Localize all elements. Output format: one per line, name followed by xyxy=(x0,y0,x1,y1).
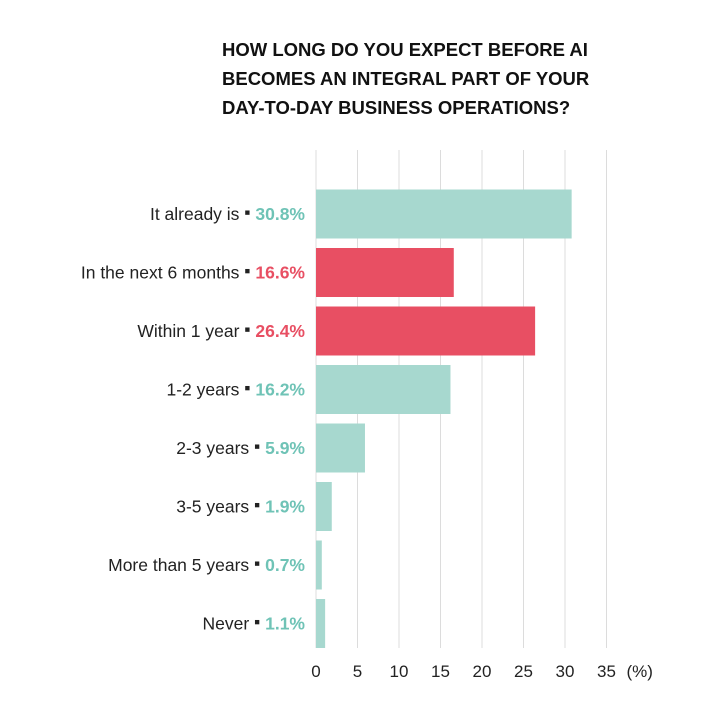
x-tick-label-0: 0 xyxy=(311,662,320,681)
separator-dot: ▪ xyxy=(249,436,265,456)
bar-5 xyxy=(316,482,332,531)
title-line-1: HOW LONG DO YOU EXPECT BEFORE AI xyxy=(222,39,588,60)
category-name: It already is xyxy=(150,204,240,224)
x-tick-label-20: 20 xyxy=(473,662,492,681)
bar-2 xyxy=(316,306,536,356)
category-label-5: 3-5 years ▪ 1.9% xyxy=(176,495,305,517)
x-tick-label-5: 5 xyxy=(353,662,362,681)
bar-4 xyxy=(316,423,365,473)
bar-7 xyxy=(316,599,326,648)
x-axis-unit: (%) xyxy=(627,662,653,681)
category-name: Within 1 year xyxy=(137,321,239,341)
category-label-4: 2-3 years ▪ 5.9% xyxy=(176,436,305,458)
category-label-2: Within 1 year ▪ 26.4% xyxy=(137,319,305,341)
x-tick-label-25: 25 xyxy=(514,662,533,681)
separator-dot: ▪ xyxy=(239,202,255,222)
category-label-3: 1-2 years ▪ 16.2% xyxy=(166,378,305,400)
title-line-3: DAY-TO-DAY BUSINESS OPERATIONS? xyxy=(222,97,570,118)
chart-title: HOW LONG DO YOU EXPECT BEFORE AI BECOMES… xyxy=(222,39,589,118)
title-line-2: BECOMES AN INTEGRAL PART OF YOUR xyxy=(222,68,589,89)
bar-6 xyxy=(316,540,322,590)
separator-dot: ▪ xyxy=(239,261,255,281)
category-name: Never xyxy=(202,614,249,634)
category-name: More than 5 years xyxy=(108,555,249,575)
value-label: 16.6% xyxy=(255,263,305,283)
x-tick-label-10: 10 xyxy=(390,662,409,681)
category-name: 3-5 years xyxy=(176,497,249,517)
separator-dot: ▪ xyxy=(249,495,265,515)
separator-dot: ▪ xyxy=(239,319,255,339)
category-label-1: In the next 6 months ▪ 16.6% xyxy=(81,261,306,283)
value-label: 16.2% xyxy=(255,380,305,400)
value-label: 26.4% xyxy=(255,321,305,341)
value-label: 0.7% xyxy=(265,555,305,575)
category-name: 2-3 years xyxy=(176,438,249,458)
separator-dot: ▪ xyxy=(249,612,265,632)
value-label: 1.9% xyxy=(265,497,305,517)
category-label-0: It already is ▪ 30.8% xyxy=(150,202,305,224)
category-label-7: Never ▪ 1.1% xyxy=(202,612,305,634)
separator-dot: ▪ xyxy=(239,378,255,398)
value-label: 1.1% xyxy=(265,614,305,634)
separator-dot: ▪ xyxy=(249,553,265,573)
x-tick-label-30: 30 xyxy=(556,662,575,681)
bar-0 xyxy=(316,189,572,239)
category-name: 1-2 years xyxy=(166,380,239,400)
category-labels: It already is ▪ 30.8% In the next 6 month… xyxy=(81,202,306,634)
x-tick-label-35: 35 xyxy=(597,662,616,681)
bar-3 xyxy=(316,365,451,414)
value-label: 30.8% xyxy=(255,204,305,224)
bar-1 xyxy=(316,248,454,297)
value-label: 5.9% xyxy=(265,438,305,458)
category-label-6: More than 5 years ▪ 0.7% xyxy=(108,553,305,575)
category-name: In the next 6 months xyxy=(81,263,240,283)
x-axis: 0 5 10 15 20 25 30 35 (%) xyxy=(311,662,653,681)
x-tick-label-15: 15 xyxy=(431,662,450,681)
bars xyxy=(316,189,572,648)
